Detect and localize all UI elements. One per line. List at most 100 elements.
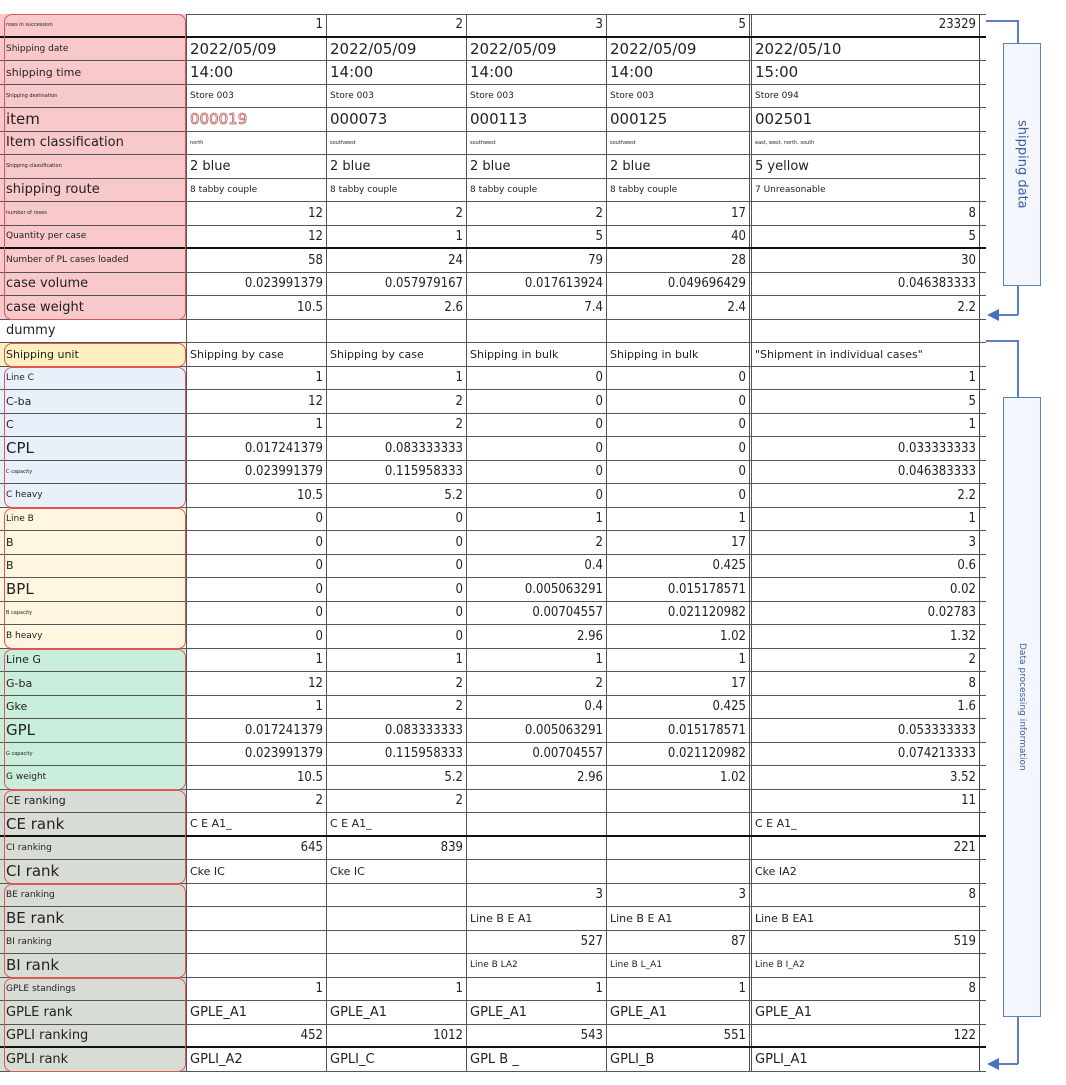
table-cell[interactable]: 0.005063291 xyxy=(467,578,607,601)
table-cell[interactable]: 14:00 xyxy=(607,61,752,84)
table-cell[interactable]: 000125 xyxy=(607,108,752,131)
table-cell[interactable]: 1.6 xyxy=(752,695,980,718)
table-cell[interactable]: 1 xyxy=(327,366,467,389)
table-cell[interactable]: 0 xyxy=(607,460,752,483)
table-cell[interactable]: 645 xyxy=(187,836,327,859)
table-cell[interactable]: 0.015178571 xyxy=(607,719,752,742)
table-cell[interactable]: 1 xyxy=(607,977,752,1000)
table-cell[interactable]: 0.074213333 xyxy=(752,742,980,765)
table-cell[interactable] xyxy=(187,883,327,906)
table-cell[interactable]: Store 003 xyxy=(187,84,327,107)
table-cell[interactable]: 0 xyxy=(327,507,467,530)
table-cell[interactable]: 0.046383333 xyxy=(752,460,980,483)
table-cell[interactable] xyxy=(607,860,752,883)
table-cell[interactable]: Shipping in bulk xyxy=(607,343,752,366)
table-cell[interactable]: "Shipment in individual cases" xyxy=(752,343,980,366)
table-cell[interactable]: 2 xyxy=(327,14,467,36)
table-cell[interactable]: 2 xyxy=(467,202,607,225)
table-cell[interactable]: 2.96 xyxy=(467,625,607,648)
table-cell[interactable]: 58 xyxy=(187,249,327,272)
table-cell[interactable]: 0 xyxy=(327,531,467,554)
table-cell[interactable]: 1 xyxy=(467,977,607,1000)
table-cell[interactable]: 17 xyxy=(607,531,752,554)
table-cell[interactable]: 1 xyxy=(607,648,752,671)
table-cell[interactable]: 2 xyxy=(327,672,467,695)
table-cell[interactable]: Line B LA2 xyxy=(467,954,607,977)
table-cell[interactable]: 0.017241379 xyxy=(187,437,327,460)
table-cell[interactable]: 5 xyxy=(752,225,980,247)
table-cell[interactable]: 1 xyxy=(327,977,467,1000)
table-cell[interactable]: 2 xyxy=(327,789,467,812)
table-cell[interactable]: 0.02783 xyxy=(752,601,980,624)
table-cell[interactable]: 0 xyxy=(467,366,607,389)
table-cell[interactable]: 24 xyxy=(327,249,467,272)
table-cell[interactable] xyxy=(327,883,467,906)
table-cell[interactable]: 2 xyxy=(327,390,467,413)
table-cell[interactable]: 14:00 xyxy=(187,61,327,84)
table-cell[interactable]: 0 xyxy=(327,578,467,601)
table-cell[interactable]: 8 xyxy=(752,883,980,906)
table-cell[interactable]: 551 xyxy=(607,1024,752,1046)
table-cell[interactable]: 1 xyxy=(327,648,467,671)
table-cell[interactable] xyxy=(607,813,752,835)
table-cell[interactable]: 3 xyxy=(752,531,980,554)
table-cell[interactable] xyxy=(467,813,607,835)
table-cell[interactable]: 0 xyxy=(187,625,327,648)
table-cell[interactable]: 0 xyxy=(467,413,607,436)
table-cell[interactable]: 8 xyxy=(752,977,980,1000)
table-cell[interactable]: 5.2 xyxy=(327,484,467,507)
table-cell[interactable]: 0.4 xyxy=(467,695,607,718)
table-cell[interactable]: 0 xyxy=(187,578,327,601)
table-cell[interactable]: 5 xyxy=(467,225,607,247)
table-cell[interactable]: 1012 xyxy=(327,1024,467,1046)
table-cell[interactable]: 8 tabby couple xyxy=(327,178,467,201)
table-cell[interactable]: 002501 xyxy=(752,108,980,131)
table-cell[interactable]: 2022/05/10 xyxy=(752,37,980,60)
table-cell[interactable]: 3.52 xyxy=(752,766,980,789)
table-cell[interactable]: 519 xyxy=(752,930,980,953)
table-cell[interactable]: 1 xyxy=(187,977,327,1000)
table-cell[interactable]: 2 xyxy=(467,672,607,695)
table-cell[interactable]: Cke IA2 xyxy=(752,860,980,883)
table-cell[interactable]: 14:00 xyxy=(467,61,607,84)
table-cell[interactable]: 5 yellow xyxy=(752,155,980,178)
table-cell[interactable]: 0.023991379 xyxy=(187,460,327,483)
table-cell[interactable]: 221 xyxy=(752,836,980,859)
table-cell[interactable]: 11 xyxy=(752,789,980,812)
table-cell[interactable]: 0.115958333 xyxy=(327,742,467,765)
table-cell[interactable]: 2.2 xyxy=(752,484,980,507)
table-cell[interactable]: 14:00 xyxy=(327,61,467,84)
table-cell[interactable]: 000113 xyxy=(467,108,607,131)
table-cell[interactable]: 0 xyxy=(467,437,607,460)
table-cell[interactable]: 1 xyxy=(187,413,327,436)
table-cell[interactable]: 2022/05/09 xyxy=(187,37,327,60)
table-cell[interactable] xyxy=(467,319,607,342)
table-cell[interactable]: 0 xyxy=(187,507,327,530)
table-cell[interactable]: 452 xyxy=(187,1024,327,1046)
table-cell[interactable] xyxy=(327,954,467,977)
table-cell[interactable]: Line B E A1 xyxy=(607,907,752,930)
table-cell[interactable]: southwest xyxy=(327,131,467,154)
table-cell[interactable]: 8 tabby couple xyxy=(187,178,327,201)
table-cell[interactable]: 12 xyxy=(187,390,327,413)
table-cell[interactable]: 1 xyxy=(752,507,980,530)
table-cell[interactable]: 0 xyxy=(467,390,607,413)
table-cell[interactable]: 0.021120982 xyxy=(607,742,752,765)
table-cell[interactable]: 0.083333333 xyxy=(327,719,467,742)
table-cell[interactable]: 2 xyxy=(467,531,607,554)
table-cell[interactable] xyxy=(752,319,980,342)
table-cell[interactable]: Shipping in bulk xyxy=(467,343,607,366)
table-cell[interactable]: 0.115958333 xyxy=(327,460,467,483)
table-cell[interactable]: 2 blue xyxy=(327,155,467,178)
table-cell[interactable] xyxy=(607,789,752,812)
table-cell[interactable]: 543 xyxy=(467,1024,607,1046)
table-cell[interactable]: Store 003 xyxy=(467,84,607,107)
table-cell[interactable]: GPLE_A1 xyxy=(467,1001,607,1024)
table-cell[interactable]: 79 xyxy=(467,249,607,272)
table-cell[interactable]: GPLI_A2 xyxy=(187,1048,327,1071)
table-cell[interactable]: GPLI_B xyxy=(607,1048,752,1071)
table-cell[interactable]: 8 tabby couple xyxy=(607,178,752,201)
table-cell[interactable]: 2 blue xyxy=(467,155,607,178)
table-cell[interactable]: southwest xyxy=(467,131,607,154)
table-cell[interactable]: 0 xyxy=(187,554,327,577)
